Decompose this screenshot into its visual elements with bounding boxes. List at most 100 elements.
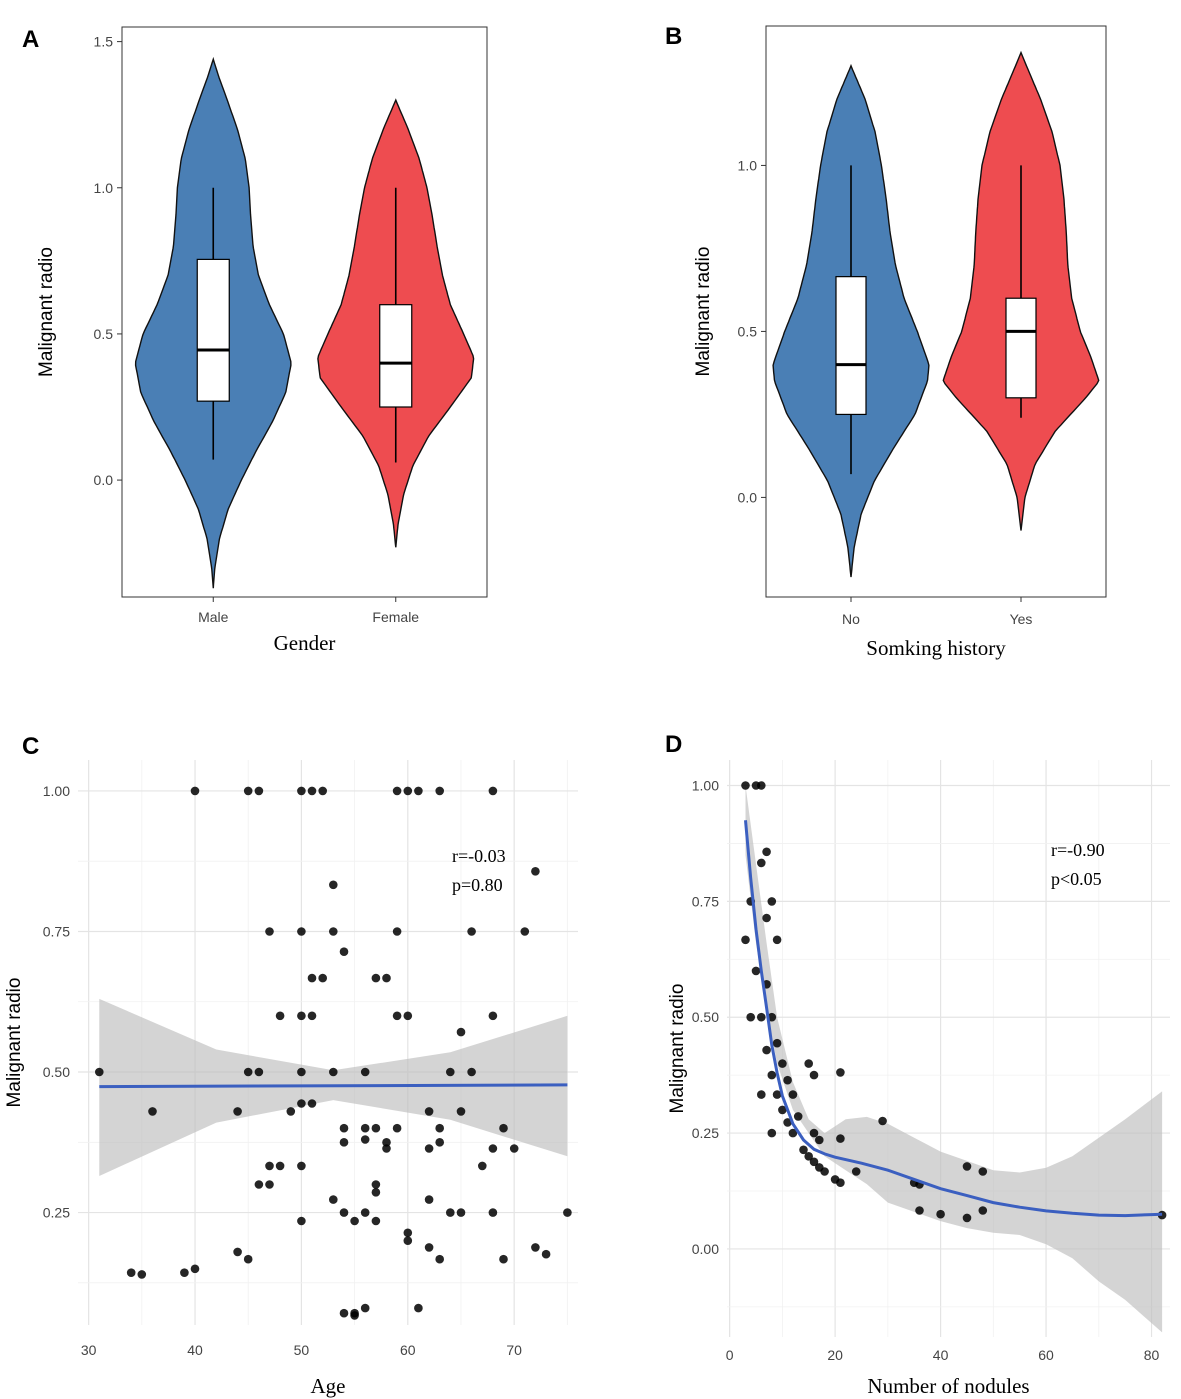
fit-line — [744, 820, 1163, 1218]
data-point — [456, 1208, 466, 1217]
data-point — [467, 927, 476, 936]
data-point — [520, 927, 530, 936]
data-point — [307, 1011, 317, 1021]
data-point — [392, 927, 402, 936]
data-point — [751, 966, 761, 976]
data-point — [799, 1145, 808, 1155]
x-axis-title: Somking history — [866, 636, 1006, 660]
data-point — [126, 1268, 136, 1277]
data-point — [783, 1118, 792, 1127]
data-point — [339, 1138, 349, 1147]
panel-label: D — [665, 731, 682, 758]
data-point — [339, 1123, 349, 1133]
data-point — [809, 1128, 819, 1138]
data-point — [243, 786, 253, 796]
data-point — [339, 1308, 349, 1318]
x-tick-label: 70 — [506, 1342, 522, 1358]
data-point — [435, 1254, 445, 1264]
data-point — [254, 1180, 264, 1189]
data-point — [488, 1144, 498, 1153]
y-tick-label: 0.0 — [94, 472, 114, 488]
y-axis-title: Malignant radio — [4, 978, 25, 1108]
data-point — [809, 1070, 819, 1080]
x-tick-label: Male — [198, 609, 229, 625]
data-point — [371, 1188, 381, 1197]
data-point — [809, 1157, 819, 1167]
data-point — [962, 1213, 972, 1223]
data-point — [190, 1264, 200, 1274]
data-point — [318, 786, 328, 796]
data-point — [446, 1208, 455, 1217]
data-point — [148, 1107, 157, 1116]
data-point — [541, 1249, 551, 1259]
panel-c-age: C 30 40 50 60 70 0.25 0.50 0.75 1.00 r=-0.03 p=0.80… — [4, 733, 578, 1398]
x-tick-label: 0 — [726, 1347, 734, 1363]
x-tick-label: 30 — [81, 1342, 97, 1358]
x-tick-label: 50 — [294, 1342, 310, 1358]
stat-annotation: p=0.80 — [452, 875, 503, 895]
data-point — [371, 973, 381, 983]
data-point — [414, 786, 423, 796]
data-point — [297, 1067, 306, 1077]
y-axis-title: Malignant radio — [36, 247, 57, 377]
data-point — [297, 1216, 306, 1226]
data-point — [836, 1068, 845, 1077]
panel-d-nodules: D 0 20 40 60 80 0.00 0.25 0.50 0.75 1.00 r=-0.90 p<0… — [665, 731, 1170, 1398]
data-point — [350, 1216, 359, 1226]
data-point — [804, 1059, 813, 1068]
data-point — [137, 1270, 147, 1279]
x-tick-label: Female — [372, 609, 419, 625]
data-point — [360, 1135, 370, 1144]
confidence-band — [99, 998, 568, 1176]
data-point — [531, 1243, 540, 1252]
x-tick-label: No — [842, 611, 860, 627]
data-point — [265, 1180, 274, 1189]
data-point — [446, 1067, 455, 1077]
box-iqr — [835, 276, 867, 416]
data-point — [254, 1067, 264, 1077]
data-point — [392, 1011, 402, 1021]
data-point — [339, 947, 349, 956]
data-point — [424, 1107, 434, 1116]
data-point — [275, 1161, 285, 1171]
data-point — [757, 781, 766, 790]
data-point — [297, 1099, 306, 1108]
data-point — [339, 1208, 349, 1217]
data-point — [509, 1144, 519, 1153]
x-tick-label: 60 — [1038, 1347, 1054, 1363]
data-point — [254, 786, 264, 796]
x-axis-title: Age — [311, 1374, 346, 1398]
data-point — [190, 786, 200, 796]
data-point — [360, 1303, 370, 1313]
data-point — [499, 1254, 508, 1264]
data-point — [757, 858, 766, 868]
x-tick-label: 60 — [400, 1342, 416, 1358]
data-point — [403, 1011, 413, 1021]
data-point — [767, 1128, 777, 1138]
data-point — [478, 1161, 487, 1171]
data-point — [329, 1067, 338, 1077]
data-point — [467, 1067, 476, 1077]
y-tick-label: 1.00 — [43, 783, 70, 799]
data-point — [382, 973, 391, 983]
data-point — [778, 1105, 787, 1115]
data-point — [318, 973, 328, 983]
y-tick-label: 0.75 — [43, 923, 70, 939]
data-point — [424, 1243, 434, 1252]
data-point — [392, 1123, 402, 1133]
data-point — [788, 1090, 798, 1099]
data-point — [360, 1123, 370, 1133]
stat-annotation: r=-0.90 — [1051, 840, 1105, 860]
data-point — [783, 1075, 792, 1085]
box-iqr — [379, 304, 413, 408]
y-tick-label: 0.25 — [692, 1125, 719, 1141]
data-point — [180, 1268, 189, 1277]
data-point — [414, 1303, 423, 1313]
data-point — [307, 973, 317, 983]
data-point — [767, 897, 777, 906]
data-point — [424, 1195, 434, 1204]
y-tick-label: 0.50 — [692, 1009, 719, 1025]
data-point — [435, 786, 445, 796]
data-point — [488, 786, 498, 796]
data-point — [233, 1107, 242, 1116]
